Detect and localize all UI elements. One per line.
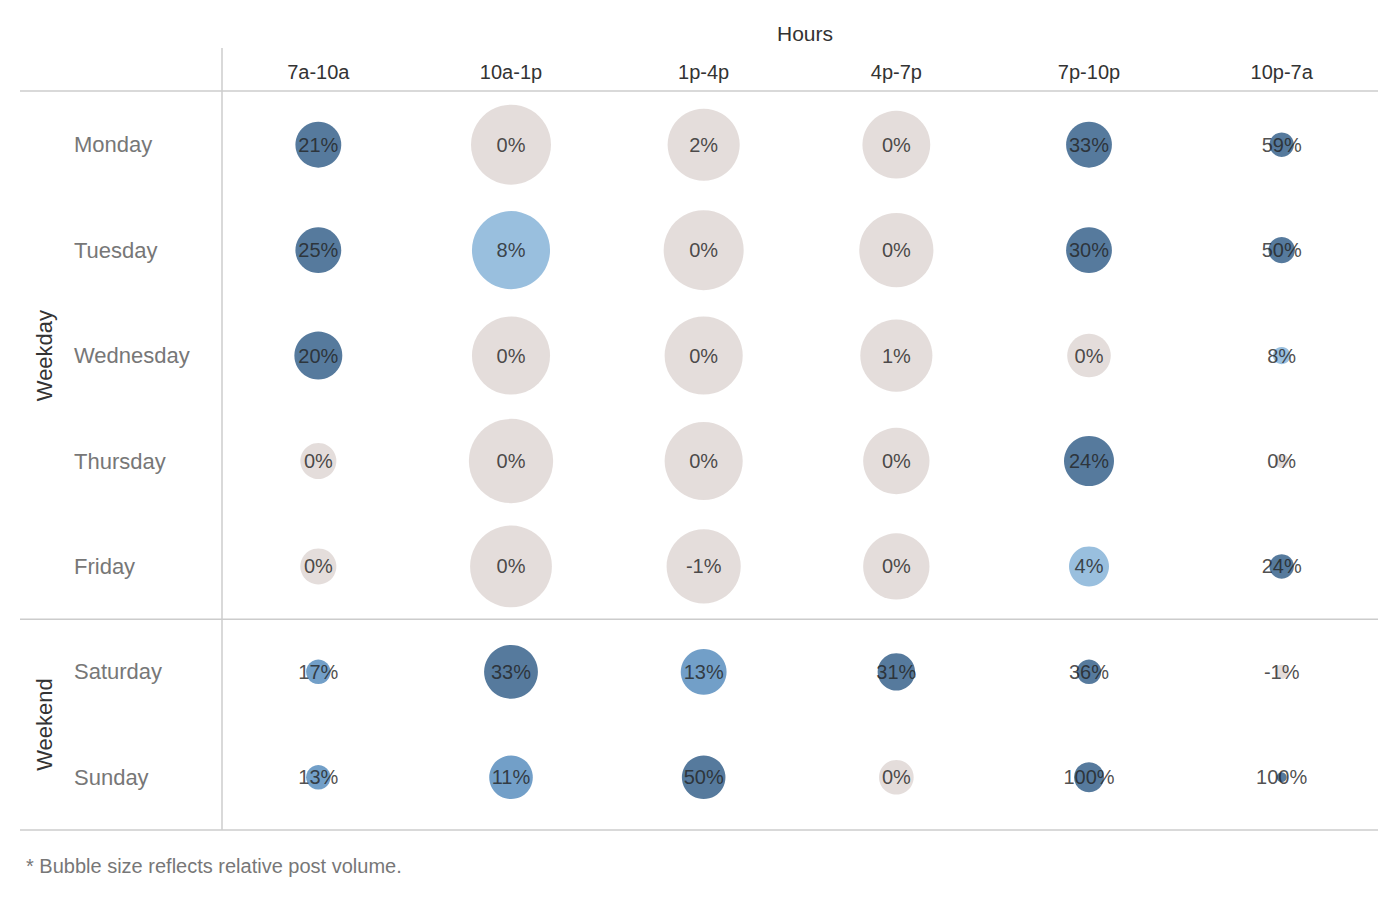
svg-text:36%: 36% [1069,661,1109,683]
svg-text:59%: 59% [1262,134,1302,156]
svg-text:10p-7a: 10p-7a [1251,61,1314,83]
svg-text:2%: 2% [689,134,718,156]
svg-text:50%: 50% [1262,239,1302,261]
svg-text:0%: 0% [497,134,526,156]
svg-text:8%: 8% [497,239,526,261]
svg-text:0%: 0% [497,450,526,472]
svg-text:0%: 0% [689,345,718,367]
svg-text:0%: 0% [304,450,333,472]
svg-text:13%: 13% [684,661,724,683]
svg-text:24%: 24% [1069,450,1109,472]
svg-text:-1%: -1% [686,555,722,577]
svg-text:100%: 100% [1063,766,1114,788]
svg-text:1%: 1% [882,345,911,367]
svg-text:13%: 13% [298,766,338,788]
svg-text:11%: 11% [492,766,531,788]
svg-text:0%: 0% [882,766,911,788]
svg-text:0%: 0% [689,450,718,472]
svg-text:Friday: Friday [74,554,135,579]
svg-text:0%: 0% [882,239,911,261]
svg-text:33%: 33% [491,661,531,683]
svg-text:20%: 20% [298,345,338,367]
svg-text:0%: 0% [304,555,333,577]
svg-text:4%: 4% [1075,555,1104,577]
svg-text:-1%: -1% [1264,661,1300,683]
svg-text:Weekend: Weekend [32,678,57,771]
svg-text:0%: 0% [1267,450,1296,472]
svg-text:0%: 0% [497,555,526,577]
svg-text:Hours: Hours [777,22,833,45]
svg-text:17%: 17% [298,661,338,683]
svg-text:7a-10a: 7a-10a [287,61,350,83]
svg-text:7p-10p: 7p-10p [1058,61,1120,83]
svg-text:Monday: Monday [74,132,152,157]
svg-text:25%: 25% [298,239,338,261]
svg-text:100%: 100% [1256,766,1307,788]
svg-text:8%: 8% [1267,345,1296,367]
svg-text:0%: 0% [882,134,911,156]
svg-text:Weekday: Weekday [32,310,57,401]
svg-text:* Bubble size reflects relativ: * Bubble size reflects relative post vol… [26,855,402,877]
svg-text:0%: 0% [882,450,911,472]
svg-text:0%: 0% [689,239,718,261]
svg-text:0%: 0% [497,345,526,367]
svg-text:4p-7p: 4p-7p [871,61,922,83]
svg-text:Saturday: Saturday [74,659,162,684]
svg-text:24%: 24% [1262,555,1302,577]
svg-text:Tuesday: Tuesday [74,238,158,263]
svg-text:Sunday: Sunday [74,765,149,790]
svg-text:31%: 31% [876,661,916,683]
svg-text:0%: 0% [882,555,911,577]
svg-text:Thursday: Thursday [74,449,166,474]
svg-text:Wednesday: Wednesday [74,343,190,368]
svg-text:0%: 0% [1075,345,1104,367]
svg-text:30%: 30% [1069,239,1109,261]
svg-text:50%: 50% [684,766,724,788]
svg-text:33%: 33% [1069,134,1109,156]
svg-text:21%: 21% [298,134,338,156]
svg-text:1p-4p: 1p-4p [678,61,729,83]
svg-text:10a-1p: 10a-1p [480,61,542,83]
